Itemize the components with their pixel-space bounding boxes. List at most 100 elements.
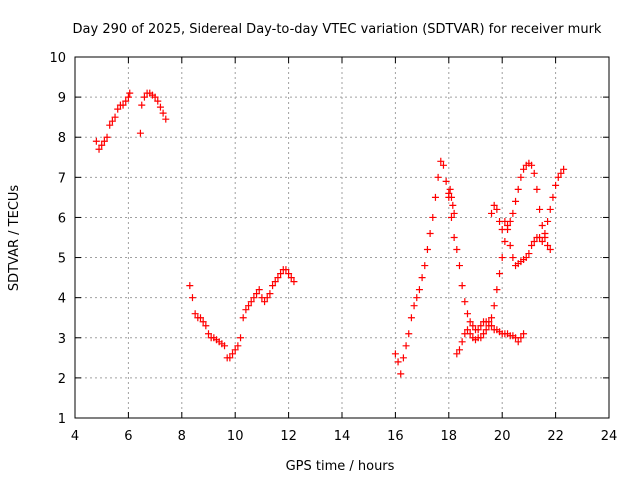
data-point xyxy=(126,89,134,97)
x-tick-labels: 4 6 8 10 12 14 16 18 20 22 24 xyxy=(71,429,617,444)
data-point xyxy=(423,246,431,254)
data-point xyxy=(549,193,557,201)
data-point xyxy=(477,322,485,330)
data-point xyxy=(439,161,447,169)
x-tick-label: 18 xyxy=(441,429,458,444)
data-point xyxy=(504,221,512,229)
data-point xyxy=(446,185,454,193)
x-tick-label: 22 xyxy=(547,429,564,444)
data-point xyxy=(231,346,239,354)
data-point xyxy=(509,209,517,217)
data-point xyxy=(285,270,293,278)
x-axis-label: GPS time / hours xyxy=(286,459,395,474)
series-segment-6 xyxy=(488,165,568,270)
data-point xyxy=(250,294,258,302)
data-point xyxy=(455,262,463,270)
data-point xyxy=(431,193,439,201)
data-point xyxy=(453,350,461,358)
data-point xyxy=(482,326,490,334)
data-point xyxy=(528,161,536,169)
data-point xyxy=(287,274,295,282)
data-point xyxy=(95,145,103,153)
data-point xyxy=(226,354,234,362)
data-point xyxy=(449,201,457,209)
data-point xyxy=(447,193,455,201)
x-tick-label: 8 xyxy=(178,429,186,444)
data-point xyxy=(512,197,520,205)
data-point xyxy=(530,238,538,246)
data-point xyxy=(255,286,263,294)
data-point xyxy=(98,141,106,149)
x-tick-label: 24 xyxy=(601,429,618,444)
data-point xyxy=(269,282,277,290)
data-point xyxy=(199,318,207,326)
data-point xyxy=(397,370,405,378)
data-point xyxy=(493,205,501,213)
x-tick-label: 4 xyxy=(71,429,79,444)
data-point xyxy=(493,286,501,294)
y-tick-label: 3 xyxy=(58,332,66,347)
series-segment-4 xyxy=(391,157,528,378)
data-point xyxy=(234,342,242,350)
data-point xyxy=(490,302,498,310)
data-point xyxy=(450,234,458,241)
data-point xyxy=(415,286,423,294)
data-point xyxy=(247,298,255,306)
data-point xyxy=(410,302,418,310)
data-point xyxy=(239,314,247,322)
data-point xyxy=(242,306,250,314)
data-point xyxy=(205,330,212,338)
grid xyxy=(75,57,609,418)
data-point xyxy=(394,358,402,366)
x-tick-label: 16 xyxy=(387,429,404,444)
data-point xyxy=(546,205,554,213)
data-point xyxy=(455,346,463,354)
data-point xyxy=(544,242,552,250)
x-tick-label: 14 xyxy=(334,429,351,444)
data-point xyxy=(480,330,488,338)
data-point xyxy=(111,113,119,121)
data-point xyxy=(405,330,413,338)
series-segment-2 xyxy=(136,89,170,137)
data-point xyxy=(522,254,530,262)
data-point xyxy=(533,185,541,193)
data-points xyxy=(92,89,568,378)
data-point xyxy=(229,350,237,358)
data-point xyxy=(162,115,170,123)
data-point xyxy=(450,209,458,217)
data-point xyxy=(124,93,132,101)
data-point xyxy=(413,294,421,302)
series-segment-5 xyxy=(445,159,554,358)
data-point xyxy=(274,274,282,282)
data-point xyxy=(103,133,111,141)
data-point xyxy=(245,302,253,310)
data-point xyxy=(151,93,159,101)
data-point xyxy=(140,93,148,101)
data-point xyxy=(496,270,504,278)
data-point xyxy=(530,169,538,177)
data-point xyxy=(418,274,426,282)
data-point xyxy=(263,294,271,302)
data-point xyxy=(509,254,517,262)
data-point xyxy=(477,334,485,342)
y-axis-label: SDTVAR / TECUs xyxy=(7,185,22,292)
x-tick-label: 20 xyxy=(494,429,511,444)
data-point xyxy=(461,298,469,306)
data-point xyxy=(426,229,434,237)
data-point xyxy=(114,105,122,113)
data-point xyxy=(463,310,471,318)
data-point xyxy=(488,209,496,217)
data-point xyxy=(202,322,210,330)
data-point xyxy=(520,330,528,338)
data-point xyxy=(490,201,498,209)
data-point xyxy=(552,181,560,189)
data-point xyxy=(501,217,509,225)
data-point xyxy=(391,350,399,358)
data-point xyxy=(469,322,477,330)
data-point xyxy=(421,262,429,270)
data-point xyxy=(525,250,533,258)
data-point xyxy=(458,282,466,290)
data-point xyxy=(538,221,546,229)
data-point xyxy=(266,290,274,298)
data-point xyxy=(536,205,544,213)
